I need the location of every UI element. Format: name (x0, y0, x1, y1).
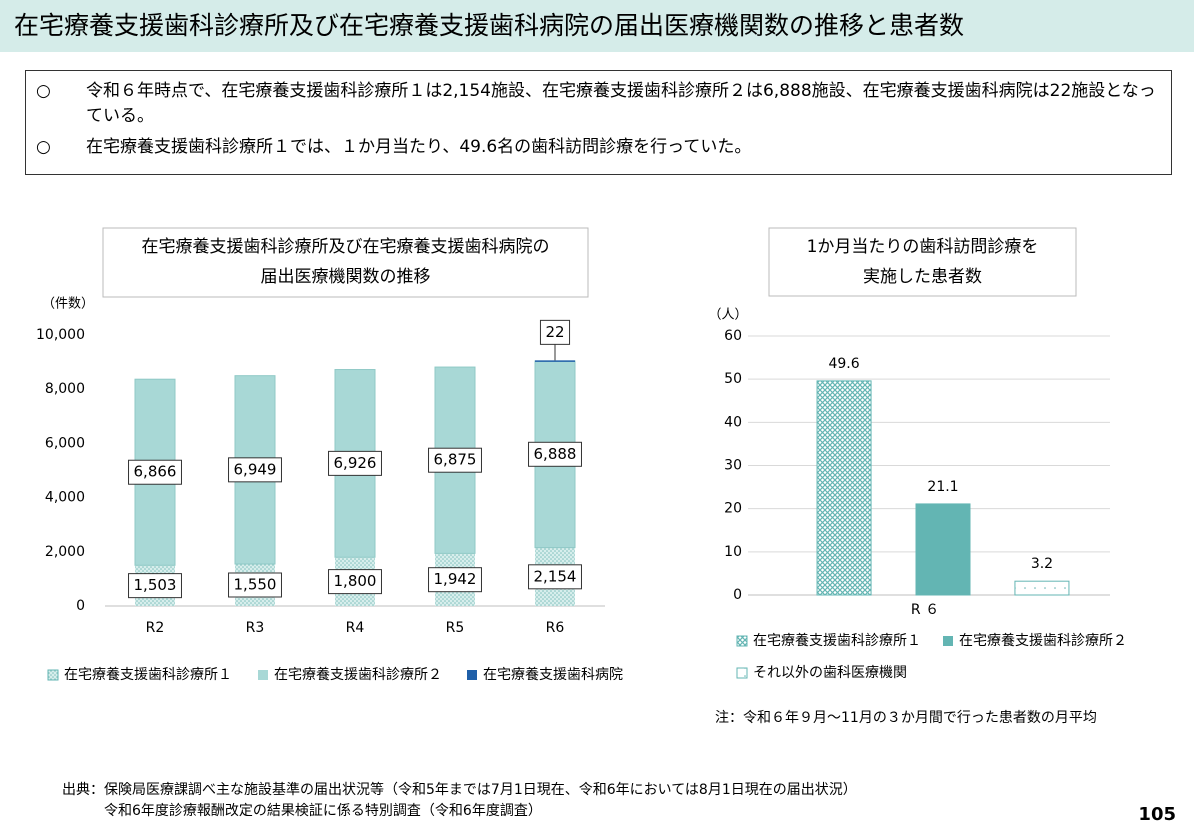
data-label: 6,875 (434, 451, 477, 469)
y-tick-label: 60 (724, 328, 742, 344)
data-label: 1,550 (234, 575, 277, 593)
legend-label: それ以外の歯科医療機関 (753, 664, 907, 681)
summary-text: 令和６年時点で、在宅療養支援歯科診療所１は2,154施設、在宅療養支援歯科診療所… (86, 81, 1156, 126)
data-label: 1,503 (134, 576, 177, 594)
legend-swatch (467, 670, 477, 680)
legend-swatch (258, 670, 268, 680)
label-box (539, 319, 571, 345)
y-tick-label: 40 (724, 414, 742, 430)
y-tick-label: 10,000 (36, 327, 85, 343)
legend-swatch (736, 635, 748, 647)
bullet: ○ (36, 81, 51, 101)
data-label: 6,949 (234, 460, 277, 478)
page-number: 105 (1138, 804, 1176, 825)
label-box (128, 459, 182, 485)
legend-label: 在宅療養支援歯科診療所１ (64, 666, 232, 683)
label-box (228, 572, 282, 598)
label-box (228, 457, 282, 483)
title-box (768, 227, 1077, 297)
label-box (528, 441, 582, 467)
bar-segment (535, 360, 575, 362)
y-tick-label: 10 (724, 544, 742, 560)
label-box (528, 564, 582, 590)
x-tick-label: R ６ (911, 602, 939, 618)
x-tick-label: R5 (446, 620, 465, 636)
chart-title: 実施した患者数 (863, 267, 982, 287)
y-unit: （人） (708, 308, 747, 323)
summary-box: ○ 令和６年時点で、在宅療養支援歯科診療所１は2,154施設、在宅療養支援歯科診療… (25, 70, 1172, 175)
y-tick-label: 0 (76, 598, 85, 614)
y-tick-label: 6,000 (45, 435, 85, 451)
slide-title: 在宅療養支援歯科診療所及び在宅療養支援歯科病院の届出医療機関数の推移と患者数 (0, 0, 1194, 52)
label-box (128, 573, 182, 599)
data-label: 22 (545, 323, 564, 341)
x-tick-label: R4 (346, 620, 365, 636)
data-label: 1,800 (334, 572, 377, 590)
y-tick-label: 20 (724, 501, 742, 517)
data-label: 2,154 (534, 567, 577, 585)
y-tick-label: 4,000 (45, 490, 85, 506)
chart-title: 届出医療機関数の推移 (261, 267, 431, 287)
source-label: 出典： (62, 782, 104, 798)
y-unit: （件数） (42, 297, 94, 312)
summary-item: ○ 在宅療養支援歯科診療所１では、１か月当たり、49.6名の歯科訪問診療を行ってい… (36, 135, 1161, 160)
legend-label: 在宅療養支援歯科診療所２ (959, 632, 1127, 649)
data-label: 6,926 (334, 454, 377, 472)
bar (915, 503, 971, 596)
legend-swatch (943, 636, 953, 646)
y-tick-label: 8,000 (45, 381, 85, 397)
x-tick-label: R2 (146, 620, 165, 636)
label-box (328, 450, 382, 476)
chart-note: 注：令和６年９月～11月の３か月間で行った患者数の月平均 (715, 710, 1097, 726)
summary-item: ○ 令和６年時点で、在宅療養支援歯科診療所１は2,154施設、在宅療養支援歯科診療… (36, 79, 1161, 129)
legend-swatch (47, 669, 59, 681)
legend-swatch (736, 667, 748, 679)
y-tick-label: 30 (724, 458, 742, 474)
source-line: 令和6年度診療報酬改定の結果検証に係る特別調査（令和6年度調査） (104, 802, 542, 819)
chart-title: 在宅療養支援歯科診療所及び在宅療養支援歯科病院の (142, 237, 550, 257)
data-label: 1,942 (434, 570, 477, 588)
legend-label: 在宅療養支援歯科診療所２ (274, 666, 442, 683)
data-label: 21.1 (927, 479, 958, 495)
data-label: 6,866 (134, 463, 177, 481)
legend-label: 在宅療養支援歯科病院 (483, 666, 623, 683)
title-box (102, 227, 589, 298)
data-label: 3.2 (1031, 556, 1053, 572)
y-tick-label: 0 (733, 587, 742, 603)
source-line: 保険局医療課調べ主な施設基準の届出状況等（令和5年までは7月1日現在、令和6年に… (104, 781, 857, 798)
label-box (328, 569, 382, 595)
legend-label: 在宅療養支援歯科診療所１ (753, 632, 921, 649)
summary-text: 在宅療養支援歯科診療所１では、１か月当たり、49.6名の歯科訪問診療を行っていた… (86, 137, 752, 157)
bullet: ○ (36, 137, 51, 157)
y-tick-label: 2,000 (45, 544, 85, 560)
bar (816, 380, 872, 596)
data-label: 49.6 (828, 356, 859, 372)
x-tick-label: R6 (546, 620, 565, 636)
x-tick-label: R3 (246, 620, 265, 636)
chart-title: 1か月当たりの歯科訪問診療を (807, 237, 1039, 257)
data-label: 6,888 (534, 445, 577, 463)
label-box (428, 447, 482, 473)
label-box (428, 567, 482, 593)
y-tick-label: 50 (724, 371, 742, 387)
bar (1014, 580, 1070, 596)
